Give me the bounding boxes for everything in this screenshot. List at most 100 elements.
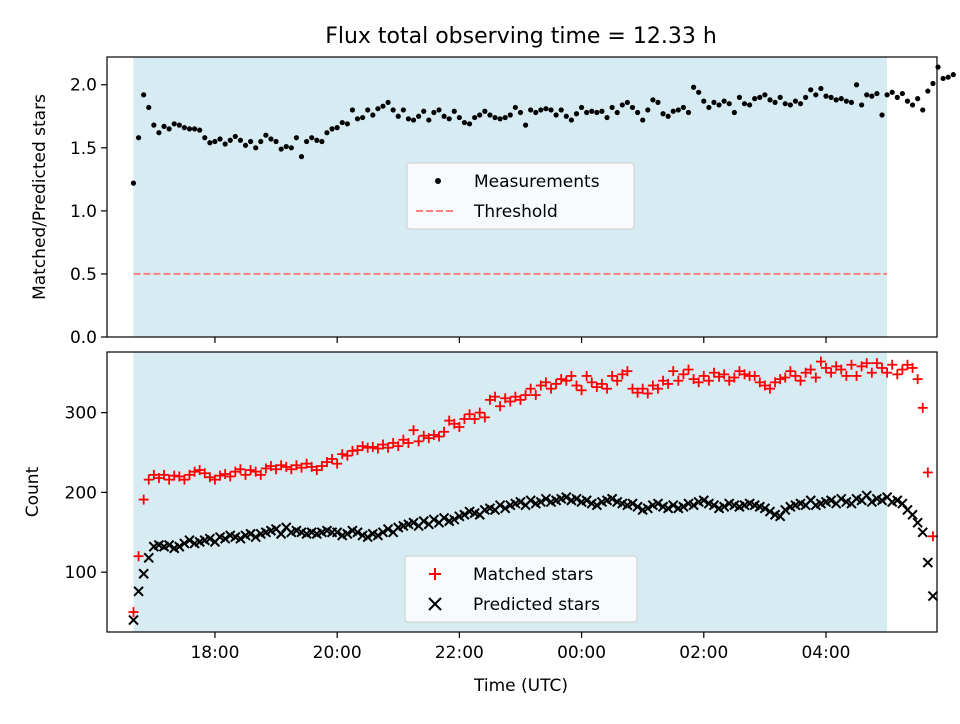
predicted-star-point bbox=[377, 527, 389, 538]
predicted-star-stroke bbox=[204, 533, 216, 544]
matched-star-point bbox=[377, 439, 388, 450]
measurement-point bbox=[436, 107, 442, 113]
matched-star-point bbox=[571, 380, 582, 391]
measurement-point bbox=[512, 104, 518, 111]
legend-item-threshold[interactable]: Threshold bbox=[416, 202, 558, 222]
predicted-star-stroke bbox=[892, 495, 903, 506]
predicted-star-stroke bbox=[494, 499, 506, 511]
predicted-star-stroke bbox=[214, 531, 226, 543]
predicted-star-stroke bbox=[825, 495, 837, 506]
measurement-point bbox=[141, 92, 147, 98]
predicted-star-stroke bbox=[591, 499, 603, 511]
predicted-star-stroke bbox=[372, 530, 384, 541]
measurement-point bbox=[665, 113, 671, 119]
matched-star-point bbox=[642, 388, 653, 399]
predicted-star-stroke bbox=[382, 523, 394, 535]
predicted-star-stroke bbox=[561, 491, 572, 503]
predicted-star-stroke bbox=[617, 498, 628, 509]
predicted-star-stroke bbox=[449, 514, 460, 525]
predicted-star-stroke bbox=[861, 490, 872, 501]
measurement-point bbox=[634, 109, 641, 116]
matched-star-point bbox=[754, 377, 765, 388]
measurement-point bbox=[232, 133, 238, 140]
predicted-star-point bbox=[561, 491, 572, 503]
matched-star-point bbox=[439, 426, 450, 437]
matched-star-point bbox=[220, 469, 231, 480]
predicted-star-stroke bbox=[657, 501, 669, 512]
predicted-star-stroke bbox=[138, 568, 149, 579]
measurement-point bbox=[792, 98, 799, 104]
matched-star-point bbox=[734, 366, 745, 377]
predicted-star-stroke bbox=[876, 495, 888, 506]
predicted-star-stroke bbox=[296, 527, 307, 538]
y-tick-label: 1.0 bbox=[70, 202, 97, 222]
predicted-star-point bbox=[250, 531, 261, 543]
top-legend[interactable]: Measurements Threshold bbox=[406, 162, 635, 230]
legend-label-measurements: Measurements bbox=[474, 172, 600, 192]
matched-star-point bbox=[388, 437, 399, 448]
matched-star-point bbox=[367, 441, 378, 452]
predicted-star-stroke bbox=[377, 527, 389, 538]
measurement-point bbox=[426, 117, 432, 123]
matched-star-point bbox=[271, 464, 282, 475]
matched-star-point bbox=[535, 380, 546, 391]
matched-star-point bbox=[434, 431, 444, 442]
matched-star-point bbox=[215, 470, 226, 481]
predicted-star-point bbox=[449, 514, 460, 525]
measurement-point bbox=[176, 122, 182, 128]
y-tick-label: 100 bbox=[65, 563, 97, 583]
measurement-point bbox=[578, 104, 585, 111]
predicted-star-stroke bbox=[133, 586, 144, 597]
bottom-legend[interactable]: Matched stars Predicted stars bbox=[404, 555, 638, 623]
predicted-star-stroke bbox=[769, 509, 781, 520]
legend-label-threshold: Threshold bbox=[473, 202, 558, 222]
measurement-point bbox=[263, 132, 269, 138]
predicted-star-point bbox=[892, 495, 903, 506]
top-y-axis-label: Matched/Predicted stars bbox=[30, 94, 50, 300]
measurement-point bbox=[258, 138, 264, 145]
predicted-star-point bbox=[459, 509, 470, 520]
measurement-point bbox=[940, 75, 946, 82]
measurement-point bbox=[838, 96, 844, 102]
predicted-star-point bbox=[342, 528, 353, 540]
legend-item-matched-stars[interactable]: Matched stars bbox=[429, 565, 593, 585]
matched-star-point bbox=[398, 434, 409, 445]
measurement-point bbox=[701, 98, 707, 104]
measurement-point bbox=[675, 107, 681, 113]
matched-star-point bbox=[810, 372, 821, 383]
matched-star-point bbox=[413, 436, 424, 447]
legend-item-predicted-stars[interactable]: Predicted stars bbox=[428, 595, 600, 615]
matched-star-point bbox=[663, 378, 674, 389]
matched-star-point bbox=[902, 359, 913, 370]
matched-star-point bbox=[179, 474, 190, 485]
matched-star-point bbox=[591, 382, 602, 393]
measurement-point bbox=[365, 107, 371, 113]
measurement-point bbox=[273, 138, 279, 145]
matched-star-point bbox=[138, 494, 149, 505]
bottom-y-axis-label: Count bbox=[23, 466, 43, 517]
legend-item-measurements[interactable]: Measurements bbox=[435, 172, 600, 192]
matched-star-point bbox=[795, 375, 806, 386]
predicted-star-point bbox=[876, 495, 888, 506]
measurement-point bbox=[874, 90, 880, 97]
predicted-star-stroke bbox=[225, 530, 236, 541]
measurement-point bbox=[629, 104, 636, 111]
predicted-star-stroke bbox=[438, 512, 450, 524]
legend-marker-matched-stars bbox=[429, 568, 441, 580]
matched-star-point bbox=[484, 394, 495, 405]
predicted-star-point bbox=[179, 538, 190, 549]
matched-star-point bbox=[729, 372, 740, 383]
matched-star-point bbox=[306, 461, 317, 472]
measurement-point bbox=[594, 109, 600, 116]
bottom-x-axis: 18:00 20:00 22:00 00:00 02:00 04:00 bbox=[190, 632, 850, 663]
predicted-star-stroke bbox=[484, 503, 496, 514]
predicted-star-point bbox=[128, 614, 139, 626]
matched-star-point bbox=[566, 370, 577, 381]
predicted-star-point bbox=[494, 499, 506, 511]
predicted-star-stroke bbox=[235, 533, 246, 544]
measurement-point bbox=[502, 114, 508, 121]
measurement-point bbox=[202, 135, 208, 141]
x-axis-label: Time (UTC) bbox=[473, 676, 568, 696]
measurement-point bbox=[441, 113, 447, 119]
